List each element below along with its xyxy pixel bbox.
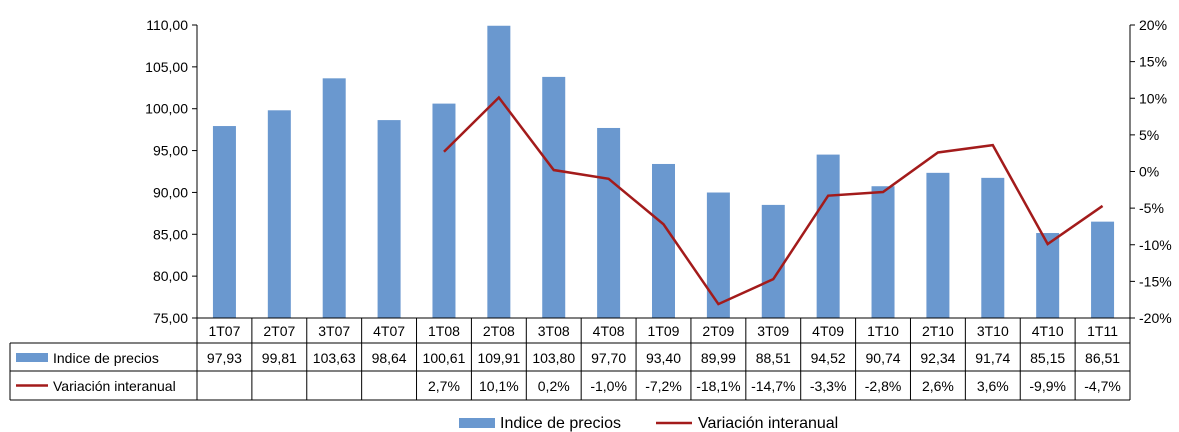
right-axis-tick-label: 5% [1139, 127, 1159, 143]
data-label-indice: 85,15 [1030, 350, 1065, 366]
data-label-indice: 91,74 [975, 350, 1010, 366]
bar-2t09 [706, 192, 730, 318]
variacion-interanual-line [443, 95, 1104, 306]
category-label: 1T08 [428, 323, 460, 339]
right-axis-tick-label: -15% [1139, 273, 1172, 289]
category-label: 4T08 [593, 323, 625, 339]
category-label: 4T10 [1032, 323, 1064, 339]
data-label-indice: 97,93 [207, 350, 242, 366]
category-label: 1T07 [208, 323, 240, 339]
right-axis-tick-label: 10% [1139, 90, 1167, 106]
data-label-variacion: -3,3% [810, 378, 847, 394]
data-label-indice: 103,80 [532, 350, 575, 366]
bar-1t07 [212, 126, 236, 318]
bar-4t07 [377, 120, 401, 318]
data-label-indice: 100,61 [423, 350, 466, 366]
left-axis-tick-label: 105,00 [145, 59, 188, 75]
legend-label-variacion-interanual: Variación interanual [698, 415, 838, 432]
bar-4t08 [597, 127, 621, 319]
left-axis-tick-label: 85,00 [153, 226, 188, 242]
left-axis-tick-label: 90,00 [153, 184, 188, 200]
data-label-indice: 97,70 [591, 350, 626, 366]
bar-3t07 [322, 78, 346, 319]
data-label-variacion: 2,7% [428, 378, 460, 394]
right-axis-tick-label: -20% [1139, 310, 1172, 326]
data-label-variacion: 2,6% [922, 378, 954, 394]
data-label-variacion: 0,2% [538, 378, 570, 394]
right-axis-tick-label: 20% [1139, 17, 1167, 33]
category-label: 1T11 [1087, 323, 1118, 339]
data-label-variacion: -4,7% [1084, 378, 1121, 394]
data-label-indice: 94,52 [811, 350, 846, 366]
category-label: 2T07 [263, 323, 295, 339]
data-label-variacion: -1,0% [590, 378, 627, 394]
category-label: 2T10 [922, 323, 954, 339]
bar-3t08 [542, 76, 566, 318]
right-axis-tick-label: -5% [1139, 200, 1164, 216]
legend-key-indice-de-precios [459, 418, 495, 428]
table-row-header-variacion-interanual: Variación interanual [53, 378, 176, 394]
data-label-variacion: -14,7% [751, 378, 795, 394]
category-label: 4T07 [373, 323, 405, 339]
right-axis-tick-label: -10% [1139, 237, 1172, 253]
bar-3t10 [981, 177, 1005, 318]
category-label: 3T08 [538, 323, 570, 339]
bar-2t08 [487, 25, 511, 319]
category-label: 4T09 [812, 323, 844, 339]
category-label: 3T10 [977, 323, 1009, 339]
bar-1t11 [1091, 221, 1115, 318]
data-label-variacion: -2,8% [865, 378, 902, 394]
category-label: 3T09 [757, 323, 789, 339]
data-label-variacion: -18,1% [696, 378, 740, 394]
table-key-indice-de-precios [16, 353, 48, 362]
table-row-header-indice-de-precios: Indice de precios [53, 350, 159, 366]
data-label-variacion: 10,1% [479, 378, 519, 394]
data-label-indice: 86,51 [1085, 350, 1120, 366]
bar-4t10 [1036, 233, 1060, 318]
data-label-variacion: 3,6% [977, 378, 1009, 394]
data-label-indice: 88,51 [756, 350, 791, 366]
right-axis-tick-label: 0% [1139, 164, 1159, 180]
data-label-indice: 89,99 [701, 350, 736, 366]
bar-1t09 [652, 163, 675, 318]
left-axis-tick-label: 80,00 [153, 268, 188, 284]
bar-3t09 [761, 204, 785, 318]
bar-1t08 [432, 103, 456, 318]
left-axis-tick-label: 95,00 [153, 143, 188, 159]
left-axis-tick-label: 100,00 [145, 101, 188, 117]
category-label: 1T09 [648, 323, 680, 339]
data-label-indice: 93,40 [646, 350, 681, 366]
left-axis-tick-label: 110,00 [146, 17, 188, 33]
data-label-indice: 103,63 [313, 350, 356, 366]
bar-2t07 [267, 110, 291, 318]
data-label-indice: 99,81 [262, 350, 297, 366]
data-label-variacion: -7,2% [645, 378, 682, 394]
category-label: 2T09 [702, 323, 734, 339]
category-label: 1T10 [867, 323, 899, 339]
data-label-variacion: -9,9% [1029, 378, 1066, 394]
category-label: 2T08 [483, 323, 515, 339]
data-label-indice: 92,34 [920, 350, 955, 366]
category-label: 3T07 [318, 323, 350, 339]
data-label-indice: 90,74 [866, 350, 901, 366]
data-label-indice: 98,64 [372, 350, 407, 366]
bar-4t09 [816, 154, 840, 318]
bar-1t10 [871, 186, 895, 318]
legend-label-indice-de-precios: Indice de precios [500, 415, 621, 432]
right-axis-tick-label: 15% [1139, 54, 1167, 70]
bar-2t10 [926, 172, 950, 318]
data-label-indice: 109,91 [477, 350, 520, 366]
left-axis-tick-label: 75,00 [153, 310, 188, 326]
